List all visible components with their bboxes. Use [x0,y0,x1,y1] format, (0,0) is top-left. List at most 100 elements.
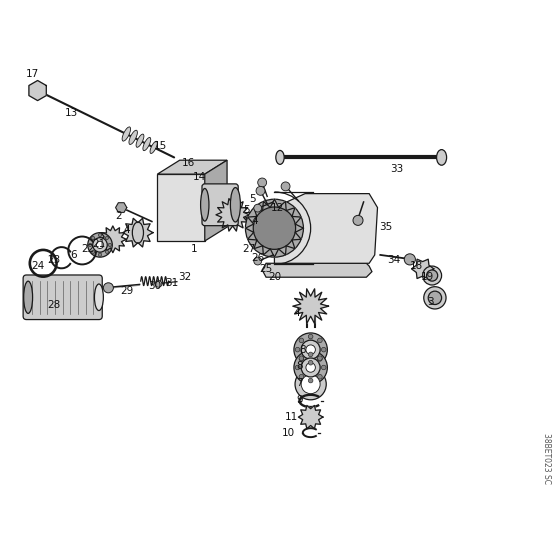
Circle shape [427,270,438,281]
Circle shape [294,333,328,366]
Ellipse shape [230,188,240,222]
Text: 19: 19 [421,272,435,282]
Polygon shape [262,263,372,277]
Text: 20: 20 [268,272,281,282]
Ellipse shape [143,137,151,151]
Ellipse shape [269,208,273,222]
Circle shape [301,340,320,359]
Text: 15: 15 [153,141,167,151]
Circle shape [424,287,446,309]
Circle shape [306,345,315,354]
Ellipse shape [276,151,284,165]
Circle shape [258,178,267,187]
Circle shape [301,375,320,394]
Circle shape [299,375,304,379]
Text: 27: 27 [242,244,256,254]
Text: 8: 8 [299,344,306,354]
Polygon shape [100,226,126,253]
Circle shape [93,237,108,252]
FancyBboxPatch shape [23,275,102,320]
Polygon shape [123,218,153,247]
Circle shape [353,216,363,225]
Polygon shape [412,259,434,278]
Circle shape [299,338,304,343]
Circle shape [318,356,322,361]
Circle shape [155,281,162,287]
Circle shape [428,291,442,305]
Circle shape [294,351,328,384]
Circle shape [299,357,304,361]
Circle shape [318,338,322,343]
Circle shape [99,234,101,237]
Text: 14: 14 [193,172,206,182]
Text: 33: 33 [390,164,404,174]
Circle shape [245,199,304,257]
Text: 4: 4 [123,225,130,235]
Text: 38BET023 SC: 38BET023 SC [542,433,551,484]
Polygon shape [157,174,205,241]
Circle shape [301,358,320,377]
Circle shape [295,347,300,352]
Text: 25: 25 [259,264,273,274]
Polygon shape [205,160,227,241]
Circle shape [306,363,315,372]
Text: 22: 22 [81,244,95,254]
Text: 31: 31 [165,278,178,288]
Text: 3: 3 [427,297,434,307]
Circle shape [295,365,300,370]
Ellipse shape [95,284,104,311]
Circle shape [99,253,101,256]
Text: 35: 35 [379,222,393,232]
Text: 24: 24 [31,261,44,271]
Text: 32: 32 [179,272,192,282]
Circle shape [299,356,304,361]
Text: 9: 9 [296,395,303,405]
Text: 10: 10 [282,428,295,438]
Text: 13: 13 [64,108,78,118]
Circle shape [295,368,326,400]
Circle shape [108,243,111,246]
Text: 23: 23 [48,255,61,265]
Text: 5: 5 [249,194,255,204]
Text: 4: 4 [251,217,258,226]
Ellipse shape [24,281,32,314]
Circle shape [281,182,290,191]
Text: 16: 16 [181,158,195,168]
Text: 6: 6 [71,250,77,260]
Ellipse shape [200,189,209,221]
Circle shape [318,357,322,361]
Ellipse shape [129,130,137,144]
Circle shape [321,347,326,352]
Text: 4: 4 [293,309,300,319]
Ellipse shape [437,150,447,165]
Circle shape [96,241,104,249]
Circle shape [254,204,262,212]
Polygon shape [245,199,304,257]
Circle shape [256,186,265,195]
Circle shape [91,250,95,253]
Text: 18: 18 [410,261,423,271]
Text: 29: 29 [120,286,133,296]
Text: 2: 2 [115,211,122,221]
Polygon shape [293,289,329,324]
Text: 5: 5 [243,206,250,216]
Ellipse shape [136,134,144,147]
FancyBboxPatch shape [202,184,238,226]
Text: 17: 17 [25,69,39,79]
Text: 12: 12 [270,203,284,213]
Text: 21: 21 [92,239,105,249]
Polygon shape [216,198,249,231]
Circle shape [309,334,313,339]
Ellipse shape [150,141,157,153]
Circle shape [254,257,262,265]
Circle shape [88,232,112,257]
Circle shape [88,243,92,246]
Circle shape [318,375,322,379]
Text: 28: 28 [48,300,61,310]
Text: 26: 26 [251,253,264,263]
Text: 7: 7 [296,378,303,388]
Circle shape [105,250,109,253]
Polygon shape [115,203,127,212]
Text: 30: 30 [148,281,161,291]
Circle shape [253,207,296,249]
